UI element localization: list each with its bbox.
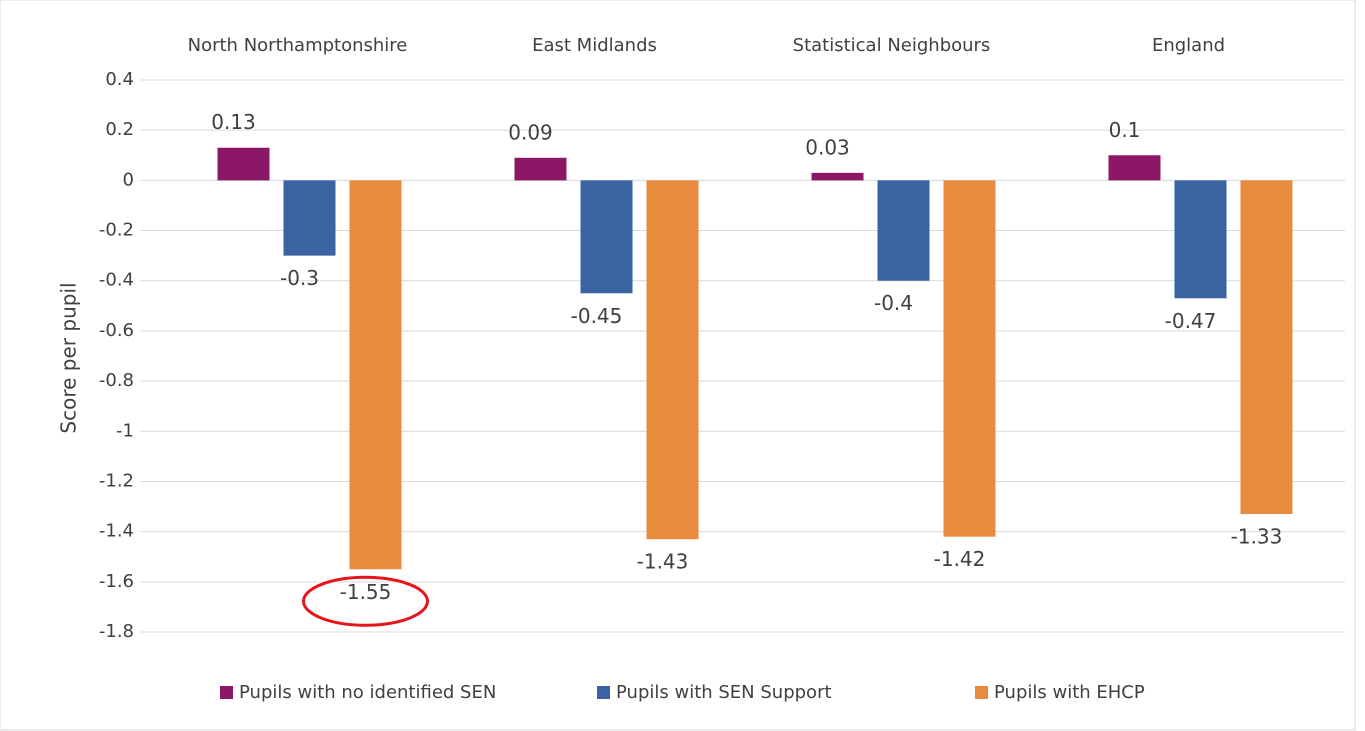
- category-label: East Midlands: [532, 35, 657, 56]
- data-label: 0.13: [211, 110, 256, 134]
- y-tick-label: 0.2: [105, 119, 134, 140]
- y-tick-label: -1.4: [99, 521, 134, 542]
- data-label: -1.42: [934, 547, 986, 571]
- bar: [580, 180, 633, 294]
- data-label: -1.43: [637, 550, 689, 574]
- y-tick-label: -1: [116, 420, 134, 441]
- y-axis-title: Score per pupil: [57, 282, 81, 433]
- legend-swatch: [597, 686, 610, 699]
- bar: [514, 157, 567, 181]
- bar: [877, 180, 930, 281]
- y-tick-label: -0.8: [99, 370, 134, 391]
- legend-label: Pupils with SEN Support: [616, 682, 832, 703]
- y-tick-label: -0.2: [99, 220, 134, 241]
- bar: [646, 180, 699, 540]
- bar: [1108, 155, 1161, 181]
- bar: [1174, 180, 1227, 299]
- y-tick-label: 0.4: [105, 69, 134, 90]
- y-tick-label: -1.6: [99, 571, 134, 592]
- bar: [1240, 180, 1293, 515]
- y-tick-label: -0.6: [99, 320, 134, 341]
- bar: [349, 180, 402, 570]
- category-label: North Northamptonshire: [188, 35, 408, 56]
- data-label: 0.03: [805, 135, 850, 159]
- y-tick-label: 0: [123, 169, 134, 190]
- data-label: -1.33: [1231, 525, 1283, 549]
- data-label: -0.3: [280, 266, 319, 290]
- y-tick-label: -1.2: [99, 470, 134, 491]
- category-label: England: [1152, 35, 1225, 56]
- legend-label: Pupils with EHCP: [994, 682, 1145, 703]
- category-label: Statistical Neighbours: [793, 35, 991, 56]
- y-tick-label: -1.8: [99, 621, 134, 642]
- bar: [283, 180, 336, 256]
- legend-swatch: [220, 686, 233, 699]
- legend-swatch: [975, 686, 988, 699]
- data-label: -0.45: [571, 304, 623, 328]
- data-label: -0.4: [874, 291, 913, 315]
- data-label: 0.09: [508, 120, 553, 144]
- data-label: -0.47: [1165, 309, 1217, 333]
- data-label: 0.1: [1109, 118, 1141, 142]
- legend-label: Pupils with no identified SEN: [239, 682, 496, 703]
- bar: [943, 180, 996, 537]
- bar: [811, 172, 864, 181]
- data-label: -1.55: [340, 580, 392, 604]
- bar: [217, 147, 270, 181]
- highlight-circle: [302, 575, 429, 627]
- y-tick-label: -0.4: [99, 270, 134, 291]
